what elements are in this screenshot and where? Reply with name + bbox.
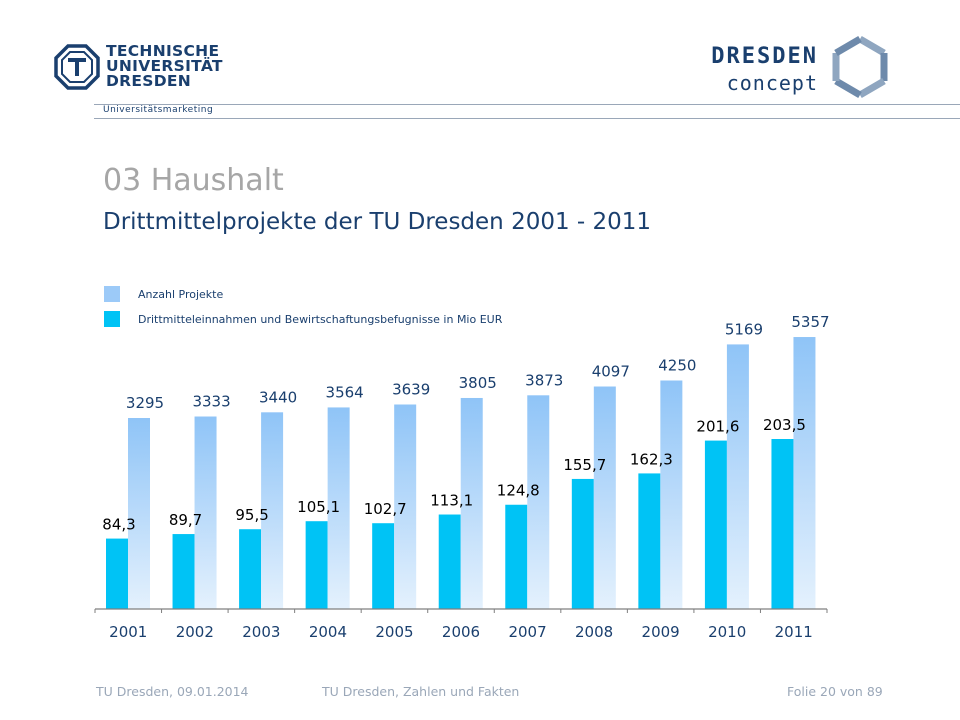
bar-revenue-2005 — [372, 523, 395, 609]
bar-projects-2010 — [726, 344, 749, 609]
data-label-projects-2009: 4250 — [658, 357, 696, 375]
legend-label-projects: Anzahl Projekte — [138, 287, 224, 301]
bar-revenue-2003 — [239, 529, 262, 609]
legend-item-projects: Anzahl Projekte — [104, 285, 223, 303]
x-tick-label-2004: 2004 — [309, 623, 347, 641]
bar-projects-2004 — [327, 407, 350, 609]
bar-revenue-2009 — [638, 473, 661, 609]
data-label-projects-2004: 3564 — [326, 383, 364, 401]
legend-item-revenue: Drittmitteleinnahmen und Bewirtschaftung… — [104, 310, 502, 328]
bar-projects-2007 — [527, 395, 550, 609]
tu-dresden-logo-icon — [54, 44, 100, 90]
footer-page-number: Folie 20 von 89 — [787, 684, 883, 699]
x-tick-label-2006: 2006 — [442, 623, 480, 641]
data-label-projects-2002: 3333 — [192, 393, 230, 411]
data-label-revenue-2005: 102,7 — [364, 500, 407, 518]
data-label-revenue-2006: 113,1 — [430, 492, 473, 510]
bar-revenue-2001 — [106, 538, 128, 609]
bar-projects-2001 — [128, 418, 150, 609]
bar-projects-2005 — [394, 404, 417, 609]
data-label-revenue-2007: 124,8 — [497, 482, 540, 500]
footer-date: TU Dresden, 09.01.2014 — [96, 684, 249, 699]
data-label-revenue-2008: 155,7 — [563, 456, 606, 474]
data-label-projects-2007: 3873 — [525, 371, 563, 389]
bar-projects-2009 — [660, 380, 683, 609]
x-tick-label-2001: 2001 — [109, 623, 147, 641]
slide-subtitle: Drittmittelprojekte der TU Dresden 2001 … — [103, 209, 652, 235]
data-label-projects-2008: 4097 — [592, 363, 630, 381]
data-label-projects-2011: 5357 — [791, 313, 829, 331]
data-label-revenue-2004: 105,1 — [297, 498, 340, 516]
slide-title: 03 Haushalt — [103, 163, 284, 198]
university-name: TECHNISCHE UNIVERSITÄT DRESDEN — [106, 42, 223, 90]
x-tick-label-2008: 2008 — [575, 623, 613, 641]
x-tick-label-2009: 2009 — [642, 623, 680, 641]
bar-projects-2011 — [793, 337, 816, 609]
data-label-projects-2006: 3805 — [459, 374, 497, 392]
bar-revenue-2008 — [571, 478, 594, 609]
header-rule-top — [94, 104, 960, 105]
bar-projects-2003 — [261, 412, 284, 609]
data-label-projects-2005: 3639 — [392, 380, 430, 398]
bar-projects-2006 — [460, 397, 483, 609]
bar-revenue-2002 — [172, 534, 195, 609]
bar-revenue-2007 — [505, 504, 528, 609]
dresden-concept-wordmark: DRESDEN concept — [711, 44, 818, 95]
bar-projects-2002 — [194, 416, 217, 609]
header-rule-bottom — [94, 118, 960, 119]
department-label: Universitätsmarketing — [103, 105, 214, 115]
legend-swatch-projects — [104, 286, 120, 302]
data-label-projects-2001: 3295 — [126, 394, 164, 412]
x-tick-label-2005: 2005 — [375, 623, 413, 641]
footer-title: TU Dresden, Zahlen und Fakten — [322, 684, 520, 699]
legend-label-revenue: Drittmitteleinnahmen und Bewirtschaftung… — [138, 312, 503, 326]
x-tick-label-2002: 2002 — [176, 623, 214, 641]
data-label-revenue-2001: 84,3 — [102, 516, 135, 534]
bar-revenue-2004 — [305, 521, 328, 609]
data-label-revenue-2011: 203,5 — [763, 416, 806, 434]
data-label-revenue-2003: 95,5 — [235, 506, 268, 524]
x-tick-label-2003: 2003 — [242, 623, 280, 641]
x-tick-label-2010: 2010 — [708, 623, 746, 641]
data-label-revenue-2009: 162,3 — [630, 450, 673, 468]
legend-swatch-revenue — [104, 311, 120, 327]
bar-revenue-2006 — [438, 514, 461, 609]
data-label-projects-2003: 3440 — [259, 388, 297, 406]
data-label-revenue-2010: 201,6 — [696, 418, 739, 436]
x-tick-label-2011: 2011 — [775, 623, 813, 641]
bar-revenue-2010 — [704, 440, 727, 609]
data-label-projects-2010: 5169 — [725, 320, 763, 338]
data-label-revenue-2002: 89,7 — [169, 511, 202, 529]
bar-projects-2008 — [593, 386, 616, 609]
x-tick-label-2007: 2007 — [508, 623, 546, 641]
bar-revenue-2011 — [771, 439, 794, 609]
dresden-concept-logo-icon — [832, 35, 888, 99]
